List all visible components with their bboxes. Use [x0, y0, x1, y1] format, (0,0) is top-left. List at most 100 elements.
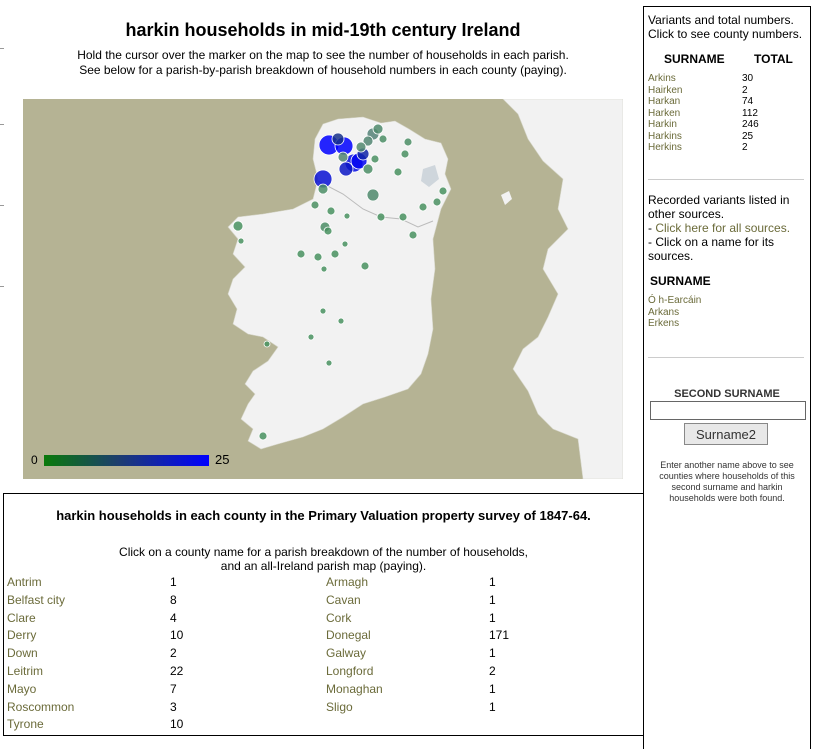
intro-line: Click to see county numbers. — [648, 27, 803, 41]
parish-marker[interactable] — [341, 240, 349, 248]
parish-marker[interactable] — [331, 132, 345, 146]
second-surname-input[interactable] — [650, 401, 806, 420]
parish-marker[interactable] — [343, 212, 351, 220]
divider — [648, 179, 804, 180]
variant-link[interactable]: Arkins — [648, 73, 676, 84]
county-link[interactable]: Galway — [326, 646, 367, 661]
county-count: 3 — [170, 699, 177, 714]
county-count: 171 — [489, 628, 510, 643]
parish-marker[interactable] — [307, 333, 315, 341]
variant-link[interactable]: Harkan — [648, 96, 681, 107]
county-link[interactable]: Cork — [326, 610, 352, 625]
county-link[interactable]: Monaghan — [326, 681, 383, 696]
parish-marker[interactable] — [398, 212, 408, 222]
county-count: 4 — [170, 610, 177, 625]
recorded-name-link[interactable]: Erkens — [648, 318, 680, 329]
instruction-line: See below for a parish-by-parish breakdo… — [79, 63, 567, 77]
all-sources-link-text[interactable]: Click here for all sources. — [655, 221, 791, 235]
intro-line: Variants and total numbers. — [648, 13, 794, 27]
parish-marker[interactable] — [362, 135, 374, 147]
parish-marker[interactable] — [438, 186, 448, 196]
help-line: counties where households of this — [659, 471, 795, 481]
county-link[interactable]: Derry — [7, 628, 37, 643]
parish-marker[interactable] — [360, 261, 370, 271]
parish-marker[interactable] — [325, 359, 333, 367]
surname2-button[interactable]: Surname2 — [684, 423, 768, 445]
county-count: 2 — [170, 646, 177, 661]
parish-marker[interactable] — [393, 167, 403, 177]
parish-marker[interactable] — [258, 431, 268, 441]
parish-marker[interactable] — [337, 317, 345, 325]
parish-marker[interactable] — [313, 252, 323, 262]
parish-marker[interactable] — [323, 226, 333, 236]
parish-marker[interactable] — [376, 212, 386, 222]
variant-link[interactable]: Harkins — [648, 130, 682, 142]
county-count: 10 — [170, 717, 184, 732]
parish-marker[interactable] — [378, 134, 388, 144]
parish-marker[interactable] — [432, 197, 442, 207]
right-panel: Variants and total numbers. Click to see… — [643, 6, 811, 749]
parish-marker[interactable] — [232, 220, 244, 232]
parish-marker[interactable] — [319, 307, 327, 315]
county-link[interactable]: Longford — [326, 663, 374, 678]
parish-marker[interactable] — [237, 237, 245, 245]
county-count: 1 — [170, 575, 177, 589]
ireland-map[interactable]: 0 25 — [23, 99, 623, 479]
county-count: 8 — [170, 592, 177, 607]
recorded-name-link[interactable]: Arkans — [648, 306, 680, 318]
county-link[interactable]: Antrim — [7, 575, 42, 589]
county-link[interactable]: Sligo — [326, 699, 353, 714]
county-count: 1 — [489, 610, 496, 625]
parish-marker[interactable] — [326, 206, 336, 216]
parish-marker[interactable] — [310, 200, 320, 210]
county-link[interactable]: Down — [7, 646, 38, 661]
variant-total: 112 — [742, 107, 758, 119]
edge-tick — [0, 48, 4, 49]
variant-link[interactable]: Herkins — [648, 142, 682, 153]
variant-link[interactable]: Hairken — [648, 84, 683, 96]
parish-marker[interactable] — [400, 149, 410, 159]
parish-marker[interactable] — [370, 154, 380, 164]
surname-column-header: SURNAME — [664, 52, 725, 66]
parish-marker[interactable] — [320, 265, 328, 273]
parish-marker[interactable] — [408, 230, 418, 240]
legend-gradient — [44, 455, 209, 466]
all-sources-link[interactable]: - Click here for all sources. — [648, 221, 791, 235]
parish-marker[interactable] — [366, 188, 380, 202]
help-line: second surname and harkin — [671, 482, 783, 492]
help-line: households were both found. — [669, 493, 785, 503]
parish-marker[interactable] — [338, 161, 354, 177]
total-column-header: TOTAL — [754, 52, 793, 66]
parish-marker[interactable] — [296, 249, 306, 259]
recorded-name-link[interactable]: Ó h-Earcáin — [648, 295, 702, 306]
legend-min: 0 — [31, 453, 38, 467]
parish-marker[interactable] — [330, 249, 340, 259]
parish-marker[interactable] — [403, 137, 413, 147]
county-link[interactable]: Donegal — [326, 628, 371, 643]
parish-marker[interactable] — [317, 183, 329, 195]
parish-marker[interactable] — [418, 202, 428, 212]
county-link[interactable]: Mayo — [7, 681, 37, 696]
variant-link[interactable]: Harken — [648, 107, 681, 119]
parish-marker[interactable] — [263, 340, 271, 348]
edge-tick — [0, 124, 4, 125]
variant-row: Harken 112 — [648, 108, 798, 120]
county-link[interactable]: Armagh — [326, 575, 369, 589]
county-link[interactable]: Tyrone — [7, 717, 44, 732]
parish-marker[interactable] — [372, 123, 384, 135]
county-link[interactable]: Roscommon — [7, 699, 75, 714]
variants-intro: Variants and total numbers. Click to see… — [648, 13, 802, 41]
county-link[interactable]: Belfast city — [7, 592, 66, 607]
county-count: 2 — [489, 663, 496, 678]
second-surname-label: SECOND SURNAME — [674, 388, 780, 400]
parish-marker[interactable] — [362, 163, 374, 175]
parish-marker[interactable] — [337, 151, 349, 163]
parish-marker[interactable] — [355, 141, 367, 153]
county-link[interactable]: Cavan — [326, 592, 361, 607]
recorded-surname-header: SURNAME — [650, 274, 711, 288]
recorded-variants-text: Recorded variants listed in other source… — [648, 193, 790, 263]
county-link[interactable]: Clare — [7, 610, 36, 625]
county-link[interactable]: Leitrim — [7, 663, 44, 678]
variant-row: Harkin 246 — [648, 119, 798, 131]
variant-link[interactable]: Harkin — [648, 119, 677, 130]
